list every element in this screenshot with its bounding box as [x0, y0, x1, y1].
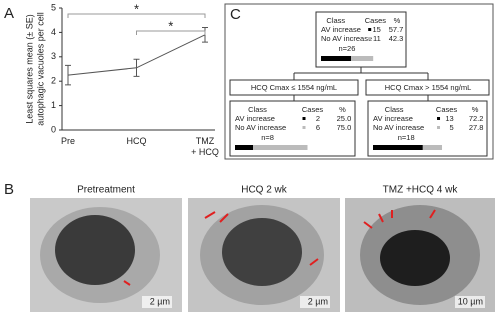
significance-star: *	[168, 18, 173, 33]
micrograph-title: TMZ +HCQ 4 wk	[383, 185, 459, 196]
class-label: AV increase	[321, 25, 361, 34]
tree-header: %	[394, 16, 401, 25]
y-axis-label: Least squares mean (± SE)	[24, 14, 34, 124]
node-n: n=8	[261, 133, 274, 142]
panel-label: C	[230, 6, 241, 23]
panel-label: B	[4, 181, 14, 198]
case-count: 5	[450, 123, 454, 132]
significance-bracket	[67, 13, 206, 18]
class-swatch	[302, 126, 306, 129]
micrographs	[30, 198, 495, 312]
error-bar	[65, 64, 71, 86]
split-label: HCQ Cmax > 1554 ng/mL	[385, 83, 472, 92]
percent: 72.2	[469, 114, 484, 123]
class-label: No AV increase	[235, 123, 286, 132]
tree-header: %	[472, 105, 479, 114]
class-label: AV increase	[373, 114, 413, 123]
tree-header: Cases	[365, 16, 387, 25]
tree-header: Class	[385, 105, 404, 114]
x-tick-line: Pre	[61, 136, 75, 146]
panel-label: A	[4, 5, 14, 22]
percent: 25.0	[337, 114, 352, 123]
y-tick-label: 5	[51, 2, 56, 12]
y-tick-label: 2	[51, 76, 56, 86]
significance-bracket	[136, 30, 206, 35]
error-bar	[133, 58, 140, 77]
proportion-bar	[373, 145, 423, 150]
x-tick-label: Pre	[61, 136, 75, 146]
class-label: No AV increase	[321, 34, 372, 43]
tree-header: Cases	[302, 105, 324, 114]
tree-connectors	[229, 67, 490, 101]
y-tick-label: 4	[51, 27, 56, 37]
class-swatch	[302, 117, 306, 120]
case-count: 2	[316, 114, 320, 123]
node-n: n=26	[339, 44, 356, 53]
panel-c-frame	[224, 3, 494, 160]
micrograph-title: HCQ 2 wk	[241, 185, 288, 196]
class-swatch	[437, 126, 441, 129]
percent: 27.8	[469, 123, 484, 132]
proportion-bar	[351, 56, 374, 61]
micrograph-title: Pretreatment	[77, 185, 135, 196]
x-tick-line: + HCQ	[191, 147, 219, 157]
tree-header: Class	[248, 105, 267, 114]
x-tick-line: HCQ	[127, 136, 147, 146]
percent: 57.7	[389, 25, 404, 34]
significance-star: *	[134, 1, 139, 16]
case-count: 15	[372, 25, 380, 34]
percent: 42.3	[389, 34, 404, 43]
split-label: HCQ Cmax ≤ 1554 ng/mL	[251, 83, 337, 92]
tree-header: Class	[326, 16, 345, 25]
class-swatch	[368, 37, 372, 40]
y-tick-label: 1	[51, 100, 56, 110]
scale-bar-label: 2 µm	[150, 296, 170, 306]
class-label: No AV increase	[373, 123, 424, 132]
case-count: 11	[373, 34, 381, 43]
x-tick-line: TMZ	[196, 136, 215, 146]
case-count: 13	[445, 114, 453, 123]
node-n: n=18	[398, 133, 415, 142]
scale-bar-label: 10 µm	[458, 296, 483, 306]
y-tick-label: 3	[51, 51, 56, 61]
proportion-bar	[422, 145, 443, 150]
proportion-bar	[321, 56, 352, 61]
case-count: 6	[316, 123, 320, 132]
x-tick-label: HCQ	[127, 136, 147, 146]
class-swatch	[437, 117, 441, 120]
tree-header: %	[339, 105, 346, 114]
percent: 75.0	[337, 123, 352, 132]
scale-bg	[300, 296, 330, 308]
scale-bg	[142, 296, 172, 308]
proportion-bar	[235, 145, 254, 150]
tree-header: Cases	[436, 105, 458, 114]
y-tick-label: 0	[51, 124, 56, 134]
class-swatch	[368, 28, 372, 31]
scale-bar-label: 2 µm	[308, 296, 328, 306]
scale-bg	[455, 296, 485, 308]
proportion-bar	[253, 145, 308, 150]
x-tick-label: TMZ + HCQ	[191, 136, 219, 157]
y-axis-label: autophagic vacuoles per cell	[35, 12, 45, 126]
class-label: AV increase	[235, 114, 275, 123]
